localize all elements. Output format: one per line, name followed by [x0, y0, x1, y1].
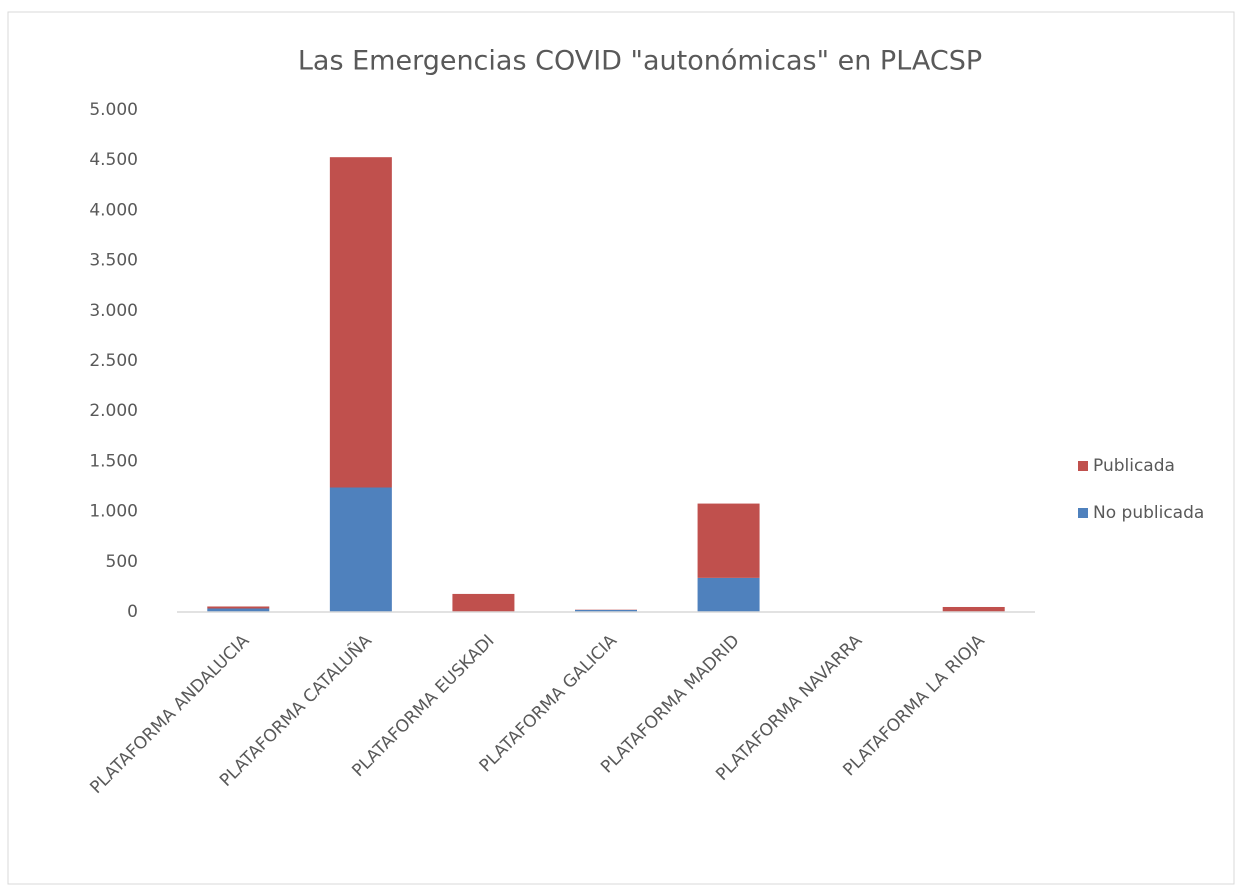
y-tick-label: 3.500 — [89, 251, 138, 271]
legend-label: Publicada — [1093, 456, 1175, 476]
bar-segment — [942, 606, 1005, 612]
legend-swatch — [1078, 461, 1088, 471]
bar-segment — [329, 157, 392, 488]
chart-frame — [7, 11, 1235, 885]
y-tick-label: 2.500 — [89, 351, 138, 371]
y-tick-label: 1.500 — [89, 451, 138, 471]
y-tick-label: 1.000 — [89, 502, 138, 522]
chart-title: Las Emergencias COVID "autonómicas" en P… — [298, 46, 982, 77]
bar-segment — [697, 503, 760, 578]
y-tick-label: 500 — [106, 552, 138, 572]
y-tick-label: 4.000 — [89, 200, 138, 220]
y-tick-label: 3.000 — [89, 301, 138, 321]
legend-label: No publicada — [1093, 503, 1204, 523]
y-tick-label: 0 — [127, 602, 138, 622]
bar-segment — [575, 609, 637, 612]
bar-segment — [452, 593, 515, 612]
y-tick-label: 2.000 — [89, 401, 138, 421]
bar-segment — [697, 577, 760, 612]
y-tick-label: 4.500 — [89, 150, 138, 170]
legend-swatch — [1078, 508, 1088, 518]
bar-segment — [207, 608, 270, 612]
y-tick-label: 5.000 — [89, 100, 138, 120]
bar-segment — [329, 487, 392, 612]
bar-segment — [207, 606, 270, 609]
